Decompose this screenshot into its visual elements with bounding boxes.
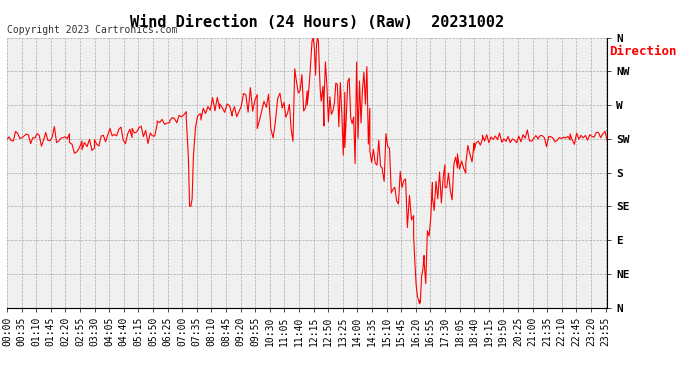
Text: Direction: Direction — [609, 45, 676, 58]
Text: Wind Direction (24 Hours) (Raw)  20231002: Wind Direction (24 Hours) (Raw) 20231002 — [130, 15, 504, 30]
Text: Copyright 2023 Cartronics.com: Copyright 2023 Cartronics.com — [7, 25, 177, 35]
